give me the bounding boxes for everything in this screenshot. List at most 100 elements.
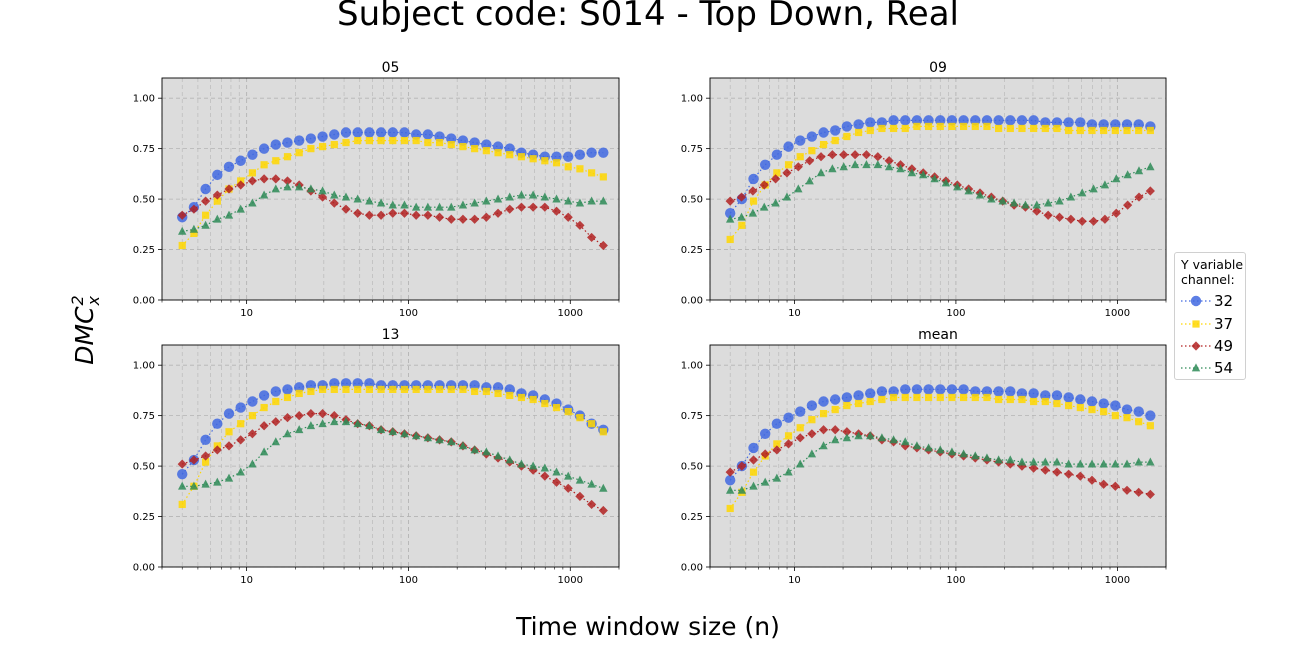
data-point-37 <box>225 428 233 436</box>
data-point-49 <box>364 210 374 220</box>
data-point-54 <box>236 467 245 476</box>
data-point-49 <box>446 214 456 224</box>
data-point-37 <box>435 385 444 393</box>
series-32 <box>724 384 1156 486</box>
data-point-32 <box>586 147 597 158</box>
data-point-54 <box>189 224 199 233</box>
data-point-54 <box>1041 457 1050 466</box>
data-point-32 <box>399 127 410 138</box>
data-point-49 <box>540 471 550 481</box>
data-point-32 <box>1075 117 1086 128</box>
data-point-54 <box>1122 459 1132 468</box>
data-point-54 <box>1134 166 1144 175</box>
data-point-49 <box>782 168 792 178</box>
data-point-32 <box>258 390 270 401</box>
data-point-32 <box>1028 388 1039 399</box>
data-point-37 <box>435 138 444 147</box>
data-point-54 <box>842 433 852 442</box>
data-point-32 <box>212 169 223 181</box>
data-point-54 <box>772 473 782 482</box>
data-point-37 <box>424 385 432 393</box>
legend-label-49: 49 <box>1214 337 1234 355</box>
x-axis-label: Time window size (n) <box>516 612 780 641</box>
data-point-54 <box>259 190 269 199</box>
data-point-37 <box>307 387 315 396</box>
x-tick-label: 10 <box>240 308 253 319</box>
data-point-37 <box>424 138 432 147</box>
data-point-49 <box>805 156 815 166</box>
legend-label-32: 32 <box>1214 292 1234 310</box>
data-point-37 <box>995 395 1003 404</box>
y-tick-label: 0.25 <box>681 245 703 256</box>
data-point-54 <box>236 204 245 213</box>
data-point-54 <box>271 437 280 446</box>
data-point-37 <box>377 136 385 145</box>
data-point-32 <box>422 129 434 140</box>
data-point-49 <box>540 202 550 212</box>
data-point-54 <box>224 210 234 219</box>
data-point-32 <box>282 137 293 148</box>
data-point-37 <box>971 122 979 131</box>
data-point-32 <box>235 402 246 413</box>
data-point-37 <box>936 122 944 131</box>
data-point-37 <box>1053 124 1061 133</box>
data-point-37 <box>389 385 397 393</box>
data-point-37 <box>854 399 863 408</box>
data-point-37 <box>1006 124 1014 133</box>
data-point-37 <box>482 387 490 396</box>
data-point-49 <box>1032 206 1042 216</box>
data-point-54 <box>1043 198 1053 207</box>
data-point-37 <box>796 424 804 432</box>
y-tick-label: 0.00 <box>133 563 155 574</box>
data-point-54 <box>540 192 550 201</box>
y-tick-label: 0.00 <box>681 563 703 574</box>
data-point-54 <box>760 202 769 211</box>
data-point-32 <box>900 115 911 126</box>
y-tick-label: 0.25 <box>133 512 155 523</box>
data-point-37 <box>808 416 816 424</box>
legend-entry-49: 49 <box>1179 336 1245 356</box>
data-point-49 <box>795 433 805 443</box>
data-point-37 <box>901 124 909 133</box>
data-point-37 <box>843 401 851 410</box>
data-point-37 <box>913 122 921 131</box>
data-point-54 <box>760 477 770 486</box>
data-point-54 <box>947 447 957 456</box>
data-point-54 <box>306 184 316 193</box>
data-point-49 <box>807 429 817 439</box>
data-point-49 <box>212 445 222 455</box>
legend-swatch-marker <box>1191 363 1201 372</box>
data-point-49 <box>458 214 468 224</box>
data-point-49 <box>1005 459 1015 469</box>
data-point-49 <box>341 204 351 214</box>
data-point-32 <box>574 149 586 160</box>
data-point-37 <box>1100 408 1108 416</box>
data-point-49 <box>329 411 339 421</box>
data-point-49 <box>224 184 234 194</box>
data-point-49 <box>884 156 894 166</box>
data-point-49 <box>177 210 187 220</box>
data-point-37 <box>1146 126 1154 135</box>
data-point-37 <box>202 458 210 466</box>
data-point-54 <box>423 433 433 442</box>
plot-frame <box>161 77 620 301</box>
data-point-54 <box>877 433 887 442</box>
data-point-37 <box>576 414 584 422</box>
data-point-32 <box>853 390 864 401</box>
data-point-54 <box>587 196 596 205</box>
y-tick-label: 0.00 <box>133 296 155 307</box>
data-point-49 <box>353 208 363 218</box>
plot-area <box>162 345 619 567</box>
data-point-49 <box>505 204 515 214</box>
data-point-32 <box>935 384 946 395</box>
data-point-54 <box>901 437 910 446</box>
data-point-32 <box>841 121 853 132</box>
data-point-32 <box>258 143 270 154</box>
data-point-54 <box>1017 457 1027 466</box>
data-point-37 <box>260 161 268 169</box>
legend-label-54: 54 <box>1214 359 1234 377</box>
legend: Y variable channel: 32 37 49 54 <box>1174 252 1246 380</box>
data-point-32 <box>759 159 771 170</box>
data-point-32 <box>235 155 246 166</box>
data-point-32 <box>375 127 387 138</box>
